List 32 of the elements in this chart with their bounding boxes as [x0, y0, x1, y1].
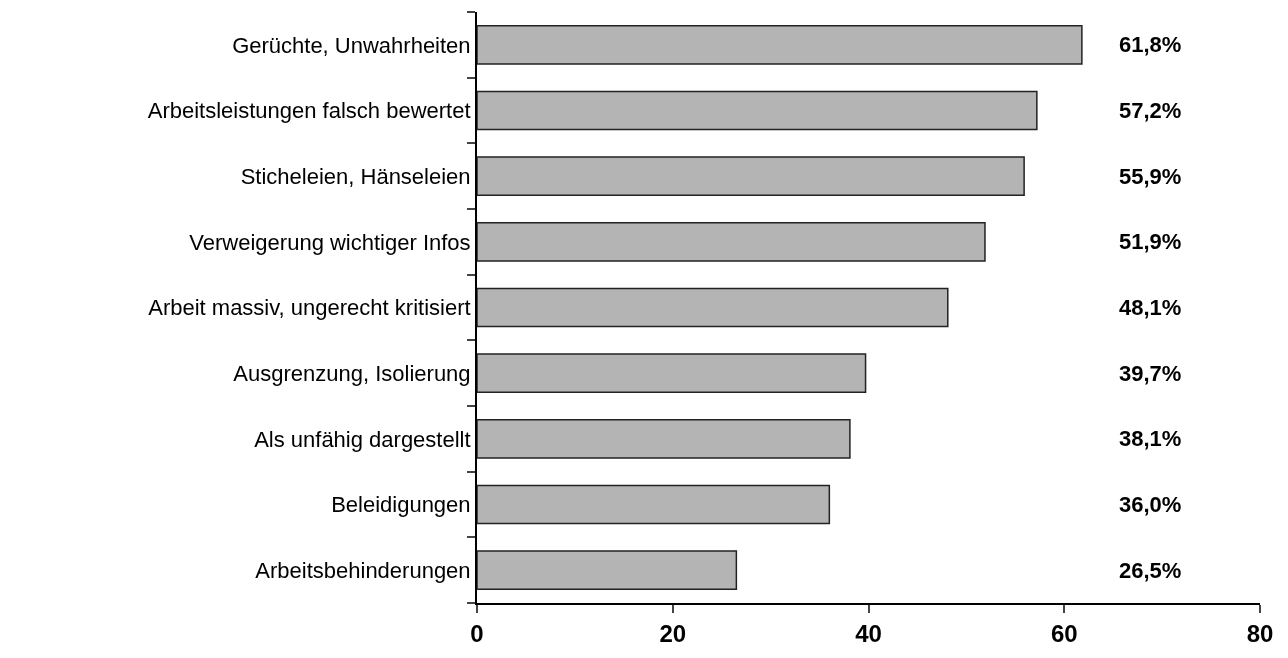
data-label: 26,5% [1119, 558, 1182, 583]
bar [477, 90, 1038, 131]
bar [477, 222, 986, 262]
bar [477, 25, 1083, 65]
bar [477, 156, 1025, 196]
y-tick-label: Arbeitsleistungen falsch bewertet [147, 98, 471, 124]
bar [477, 550, 738, 590]
data-label: 48,1% [1119, 295, 1182, 320]
y-tick-label: Ausgrenzung, Isolierung [233, 360, 471, 386]
y-tick-label: Als unfähig dargestellt [254, 426, 471, 452]
bar [477, 287, 949, 328]
data-label: 38,1% [1119, 426, 1182, 451]
y-tick-label: Arbeitsbehinderungen [255, 557, 471, 583]
x-tick-label: 0 [470, 619, 484, 647]
data-label: 57,2% [1119, 98, 1182, 123]
y-tick-label: Verweigerung wichtiger Infos [189, 229, 471, 255]
y-tick-label: Sticheleien, Hänseleien [240, 163, 471, 189]
y-tick-label: Gerüchte, Unwahrheiten [232, 32, 471, 58]
x-tick-label: 20 [659, 619, 687, 647]
data-label: 55,9% [1119, 164, 1182, 189]
y-tick-label: Beleidigungen [331, 492, 471, 518]
data-label: 51,9% [1119, 229, 1182, 254]
x-tick-label: 40 [855, 619, 882, 647]
x-tick-label: 80 [1246, 619, 1274, 647]
bar [477, 484, 831, 525]
y-tick-label: Arbeit massiv, ungerecht kritisiert [148, 295, 471, 321]
data-label: 39,7% [1119, 361, 1182, 386]
data-label: 36,0% [1119, 492, 1182, 517]
data-label: 61,8% [1119, 32, 1182, 57]
bar [477, 419, 851, 459]
bar [477, 353, 867, 393]
x-tick-label: 60 [1050, 619, 1078, 647]
